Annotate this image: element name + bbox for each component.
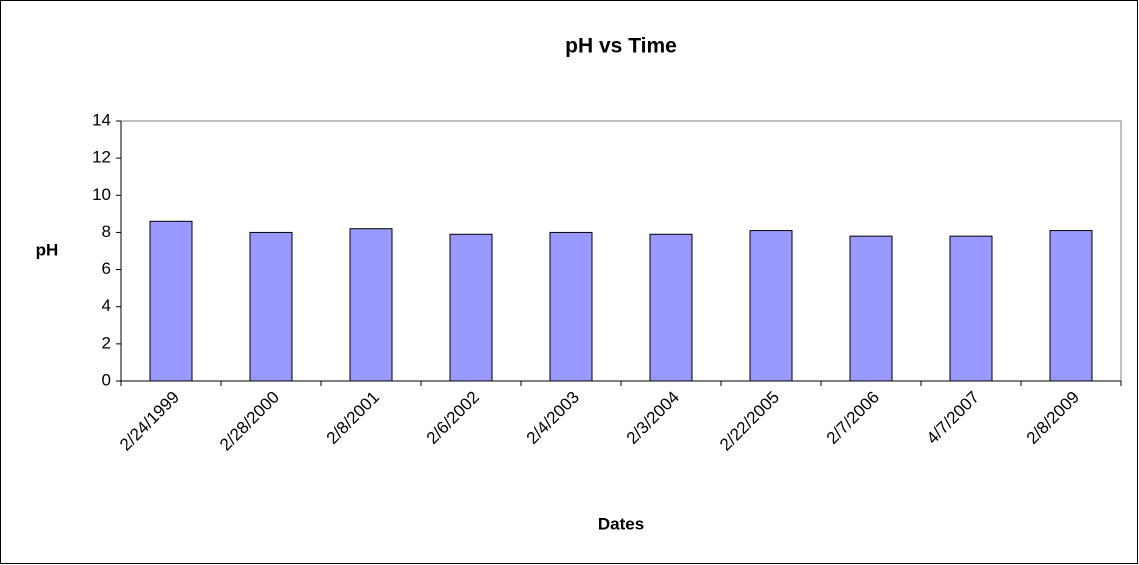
bar: [1049, 230, 1093, 382]
bar: [649, 233, 693, 382]
x-axis-label: Dates: [598, 514, 644, 533]
bar: [149, 220, 193, 382]
bar: [349, 228, 393, 382]
bar: [449, 233, 493, 382]
y-tick-label: 2: [102, 333, 111, 352]
y-tick-label: 4: [102, 296, 111, 315]
y-tick-label: 14: [92, 110, 111, 129]
chart-title: pH vs Time: [565, 35, 677, 58]
bar: [249, 231, 293, 382]
bar: [949, 235, 993, 382]
y-tick-label: 10: [92, 185, 111, 204]
y-tick-label: 0: [102, 370, 111, 389]
y-tick-label: 6: [102, 259, 111, 278]
bar: [849, 235, 893, 382]
bar: [749, 230, 793, 382]
bar: [549, 231, 593, 382]
y-axis-label: pH: [36, 240, 59, 259]
y-tick-label: 12: [92, 148, 111, 167]
y-tick-label: 8: [102, 222, 111, 241]
